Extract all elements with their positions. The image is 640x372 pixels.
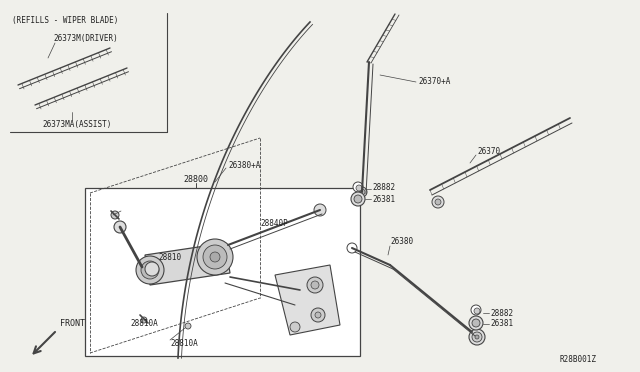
Circle shape	[311, 308, 325, 322]
Text: 28840P: 28840P	[260, 218, 288, 228]
Circle shape	[197, 239, 233, 275]
Text: 28882: 28882	[490, 308, 513, 317]
Circle shape	[472, 332, 482, 342]
Circle shape	[357, 187, 367, 197]
Text: 28810A: 28810A	[170, 339, 198, 347]
Circle shape	[472, 319, 480, 327]
Circle shape	[136, 256, 164, 284]
Circle shape	[307, 277, 323, 293]
Text: 28810: 28810	[158, 253, 181, 262]
Text: 26370: 26370	[477, 148, 500, 157]
Circle shape	[141, 317, 147, 323]
Circle shape	[314, 204, 326, 216]
Text: 26373M(DRIVER): 26373M(DRIVER)	[53, 33, 118, 42]
Circle shape	[471, 305, 481, 315]
Circle shape	[311, 281, 319, 289]
Circle shape	[315, 312, 321, 318]
Text: R28B001Z: R28B001Z	[560, 356, 597, 365]
Circle shape	[469, 316, 483, 330]
Circle shape	[353, 182, 363, 192]
Circle shape	[351, 192, 365, 206]
Circle shape	[474, 308, 480, 314]
Text: 26380+A: 26380+A	[228, 160, 260, 170]
Circle shape	[114, 221, 126, 233]
Circle shape	[145, 262, 159, 276]
Text: (REFILLS - WIPER BLADE): (REFILLS - WIPER BLADE)	[12, 16, 118, 26]
Text: 26373MA(ASSIST): 26373MA(ASSIST)	[42, 121, 111, 129]
Circle shape	[347, 243, 357, 253]
Circle shape	[359, 189, 365, 195]
Circle shape	[185, 323, 191, 329]
Circle shape	[203, 245, 227, 269]
Text: 26370+A: 26370+A	[418, 77, 451, 87]
Circle shape	[210, 252, 220, 262]
Polygon shape	[275, 265, 340, 335]
Text: 26381: 26381	[372, 195, 395, 203]
Text: 28810A: 28810A	[130, 318, 157, 327]
Circle shape	[475, 335, 479, 339]
Text: 26381: 26381	[490, 320, 513, 328]
Circle shape	[469, 329, 485, 345]
Circle shape	[356, 185, 362, 191]
Circle shape	[290, 322, 300, 332]
Circle shape	[354, 195, 362, 203]
Circle shape	[111, 211, 119, 219]
Bar	[85, 188, 360, 356]
Text: 28882: 28882	[372, 183, 395, 192]
Polygon shape	[145, 243, 230, 285]
Circle shape	[141, 261, 159, 279]
Text: 26380: 26380	[390, 237, 413, 247]
Text: FRONT: FRONT	[60, 318, 85, 327]
Circle shape	[432, 196, 444, 208]
Circle shape	[435, 199, 441, 205]
Text: 28800: 28800	[183, 176, 208, 185]
